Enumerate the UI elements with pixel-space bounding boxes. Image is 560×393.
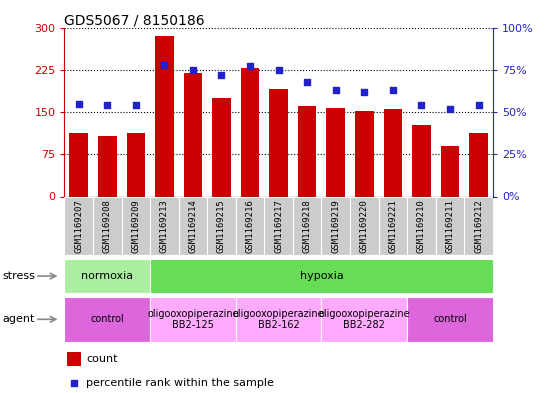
Point <box>103 102 112 108</box>
Point <box>188 67 198 73</box>
Point <box>446 105 455 112</box>
Text: GSM1169212: GSM1169212 <box>474 199 483 253</box>
Point <box>417 102 426 108</box>
Text: control: control <box>433 314 467 324</box>
Bar <box>236 297 321 342</box>
Point <box>74 101 83 107</box>
Point <box>245 63 254 70</box>
Bar <box>150 259 493 293</box>
Bar <box>407 297 493 342</box>
Bar <box>350 196 379 255</box>
Bar <box>179 196 207 255</box>
Bar <box>269 90 288 196</box>
Text: oligooxopiperazine
BB2-125: oligooxopiperazine BB2-125 <box>147 309 239 330</box>
Bar <box>469 133 488 196</box>
Point <box>69 380 78 386</box>
Point <box>474 102 483 108</box>
Text: control: control <box>90 314 124 324</box>
Bar <box>150 196 179 255</box>
Text: hypoxia: hypoxia <box>300 271 343 281</box>
Bar <box>64 259 150 293</box>
Text: GSM1169217: GSM1169217 <box>274 199 283 253</box>
Point <box>360 88 368 95</box>
Bar <box>379 196 407 255</box>
Bar <box>384 109 402 196</box>
Bar <box>127 133 145 196</box>
Text: GSM1169211: GSM1169211 <box>445 199 455 253</box>
Bar <box>236 196 264 255</box>
Text: GSM1169216: GSM1169216 <box>245 199 255 253</box>
Bar <box>64 196 93 255</box>
Bar <box>155 36 174 197</box>
Text: GSM1169207: GSM1169207 <box>74 199 83 253</box>
Bar <box>407 196 436 255</box>
Text: GSM1169221: GSM1169221 <box>388 199 398 253</box>
Point <box>388 87 397 93</box>
Bar <box>241 68 259 196</box>
Point <box>217 72 226 78</box>
Bar <box>293 196 321 255</box>
Bar <box>355 112 374 196</box>
Text: GSM1169209: GSM1169209 <box>131 199 141 253</box>
Point <box>274 67 283 73</box>
Text: GSM1169213: GSM1169213 <box>160 199 169 253</box>
Point <box>302 79 311 85</box>
Bar <box>98 136 116 196</box>
Bar <box>207 196 236 255</box>
Text: agent: agent <box>3 314 35 324</box>
Bar <box>321 297 407 342</box>
Text: normoxia: normoxia <box>81 271 133 281</box>
Point <box>131 102 140 108</box>
Bar <box>326 108 345 196</box>
Bar <box>150 297 236 342</box>
Text: percentile rank within the sample: percentile rank within the sample <box>86 378 274 387</box>
Text: GSM1169214: GSM1169214 <box>188 199 198 253</box>
Text: count: count <box>86 354 118 364</box>
Bar <box>67 353 81 365</box>
Bar <box>122 196 150 255</box>
Bar <box>321 196 350 255</box>
Bar <box>298 107 316 196</box>
Text: GSM1169220: GSM1169220 <box>360 199 369 253</box>
Bar <box>93 196 122 255</box>
Text: oligooxopiperazine
BB2-282: oligooxopiperazine BB2-282 <box>319 309 410 330</box>
Bar <box>184 73 202 196</box>
Text: GSM1169219: GSM1169219 <box>331 199 340 253</box>
Text: GSM1169208: GSM1169208 <box>102 199 112 253</box>
Bar <box>441 146 459 196</box>
Text: GDS5067 / 8150186: GDS5067 / 8150186 <box>64 14 205 28</box>
Point <box>331 87 340 93</box>
Text: stress: stress <box>3 271 36 281</box>
Text: GSM1169210: GSM1169210 <box>417 199 426 253</box>
Bar <box>464 196 493 255</box>
Text: GSM1169218: GSM1169218 <box>302 199 312 253</box>
Bar <box>412 125 431 196</box>
Bar <box>69 133 88 196</box>
Bar <box>436 196 464 255</box>
Text: GSM1169215: GSM1169215 <box>217 199 226 253</box>
Bar <box>64 297 150 342</box>
Bar <box>212 98 231 196</box>
Text: oligooxopiperazine
BB2-162: oligooxopiperazine BB2-162 <box>233 309 324 330</box>
Bar <box>264 196 293 255</box>
Point <box>160 62 169 68</box>
